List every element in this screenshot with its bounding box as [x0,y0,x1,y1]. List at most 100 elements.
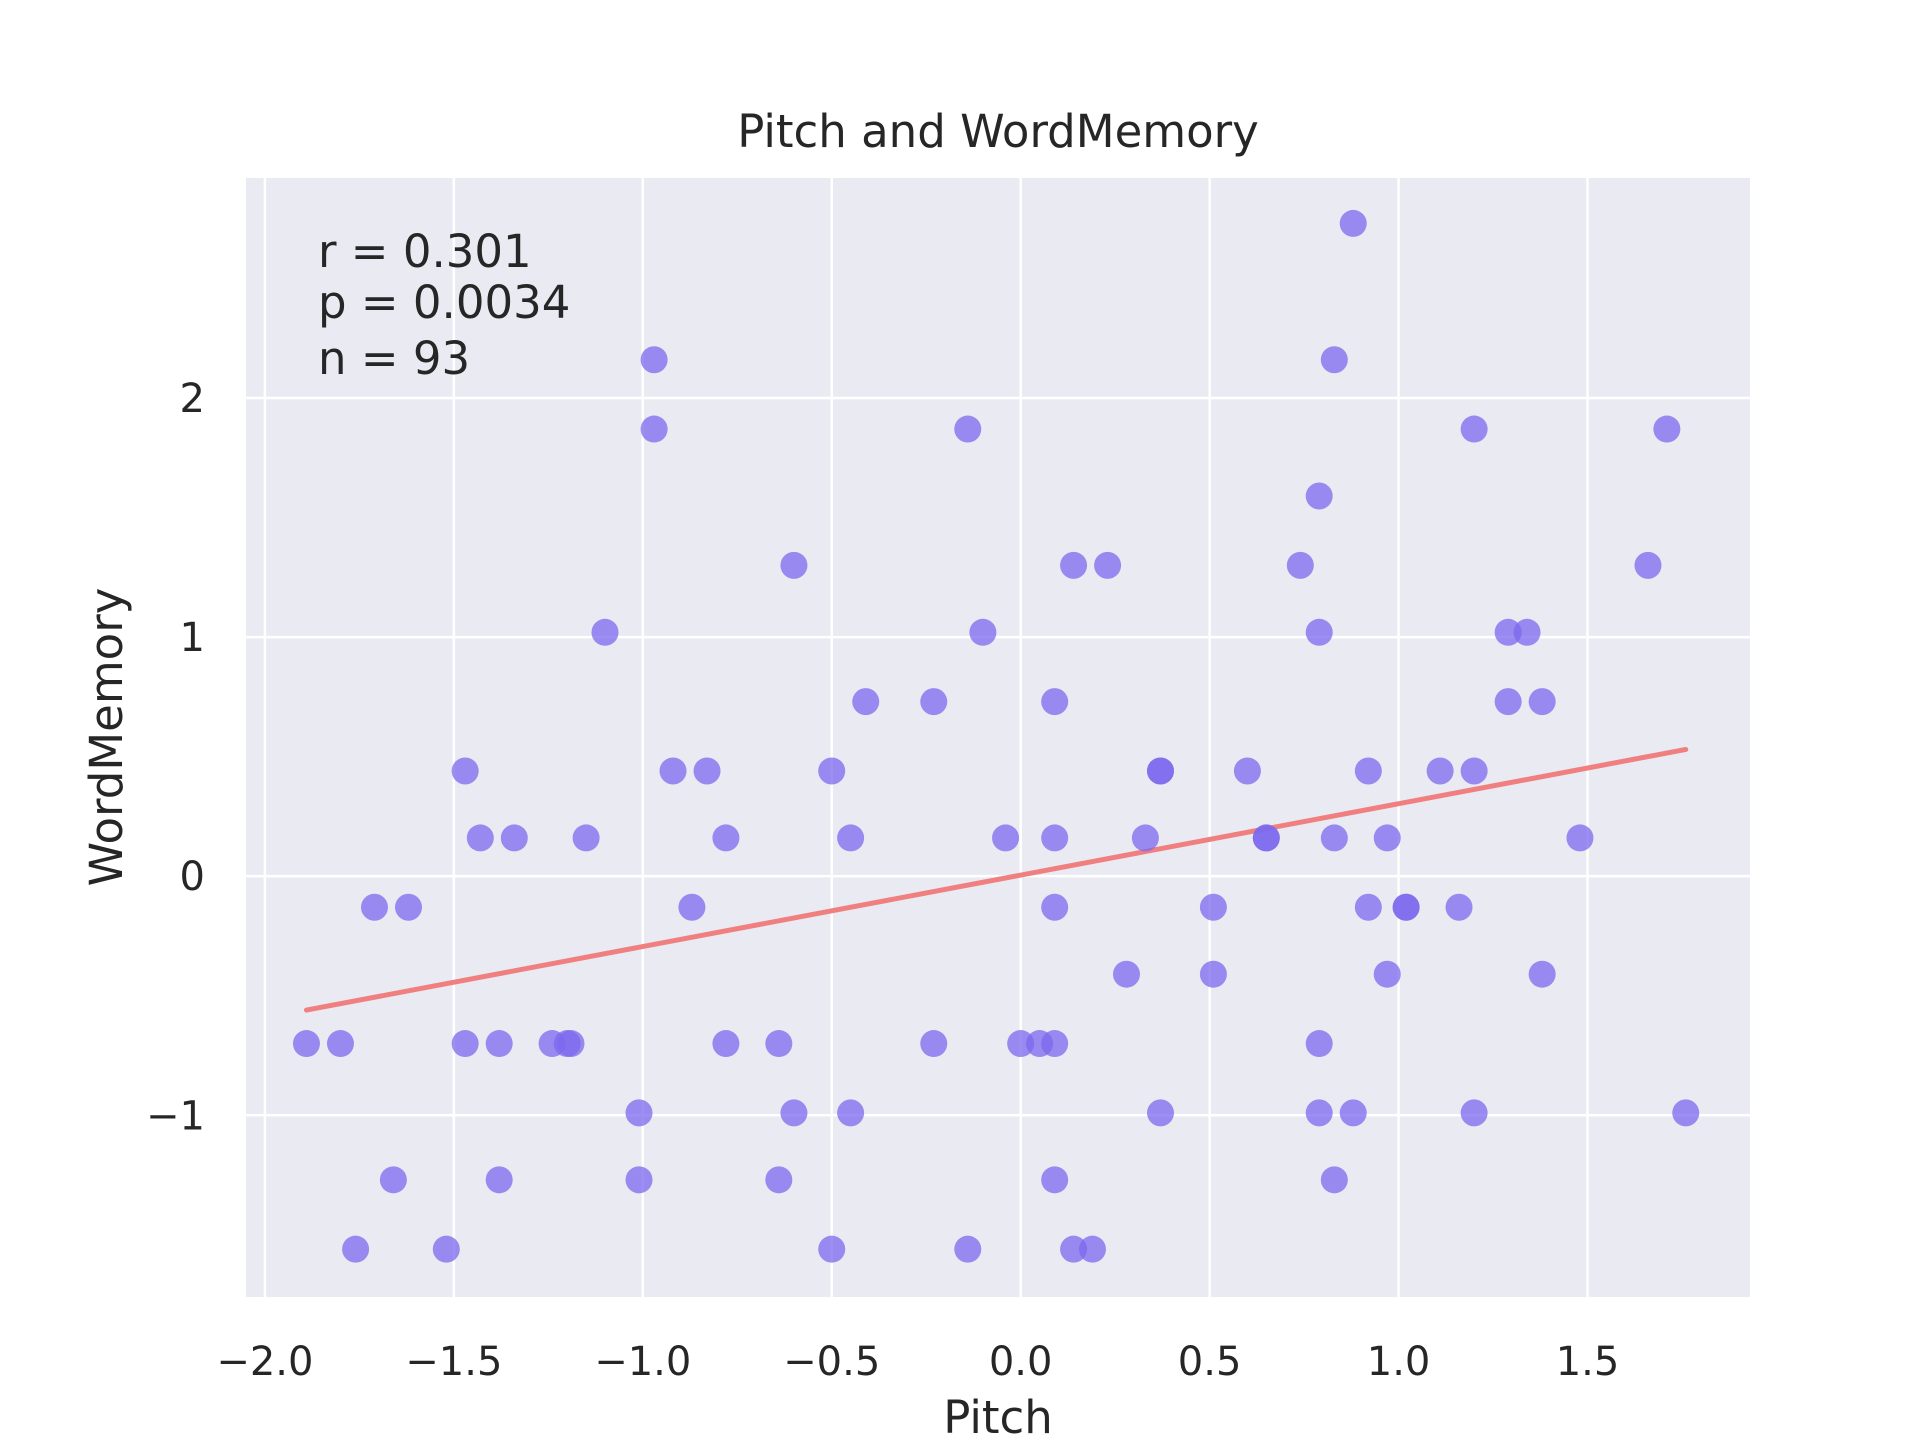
y-axis-label: WordMemory [80,588,133,887]
x-tick-label: 1.0 [1367,1339,1431,1385]
x-tick-label: 1.5 [1556,1339,1620,1385]
stat-r: r = 0.301 [318,225,532,278]
data-point [451,757,479,785]
x-tick-label: 0.0 [989,1339,1053,1385]
data-point [1460,757,1488,785]
data-point [625,1166,653,1194]
data-point [1460,1099,1488,1127]
data-point [1460,415,1488,443]
data-point [1494,618,1522,646]
data-point [712,824,740,852]
y-tick-label: −1 [146,1093,205,1139]
data-point [394,893,422,921]
data-point [640,346,668,374]
data-point [1252,824,1280,852]
data-point [1007,1030,1035,1058]
data-point [292,1030,320,1058]
x-tick-label: 0.5 [1178,1339,1242,1385]
data-points [292,209,1700,1263]
data-point [572,824,600,852]
data-point [1146,757,1174,785]
data-point [1041,1166,1069,1194]
data-point [969,618,997,646]
data-point [1146,1099,1174,1127]
data-point [837,1099,865,1127]
data-point [1305,482,1333,510]
data-point [1305,1030,1333,1058]
data-point [852,688,880,716]
x-tick-label: −1.5 [405,1339,502,1385]
data-point [818,1235,846,1263]
data-point [1112,960,1140,988]
data-point [1041,1030,1069,1058]
x-tick-labels: −2.0 −1.5 −1.0 −0.5 0.0 0.5 1.0 1.5 [216,1339,1619,1385]
data-point [1426,757,1454,785]
x-tick-label: −2.0 [216,1339,313,1385]
data-point [591,618,619,646]
data-point [640,415,668,443]
data-point [451,1030,479,1058]
data-point [1305,1099,1333,1127]
data-point [920,688,948,716]
data-point [659,757,687,785]
data-point [360,893,388,921]
data-point [765,1030,793,1058]
data-point [1131,824,1159,852]
data-point [1672,1099,1700,1127]
y-tick-label: 1 [180,615,205,661]
chart-title: Pitch and WordMemory [737,105,1259,158]
data-point [1041,824,1069,852]
y-tick-labels: −1 0 1 2 [146,376,205,1139]
data-point [1373,824,1401,852]
data-point [379,1166,407,1194]
data-point [326,1030,354,1058]
plot-background [246,178,1750,1297]
data-point [1233,757,1261,785]
data-point [1494,688,1522,716]
data-point [1286,551,1314,579]
data-point [1041,893,1069,921]
data-point [485,1030,513,1058]
data-point [780,1099,808,1127]
data-point [342,1235,370,1263]
stat-p: p = 0.0034 [318,276,570,329]
data-point [1078,1235,1106,1263]
data-point [500,824,528,852]
data-point [1060,551,1088,579]
data-point [1339,209,1367,237]
data-point [920,1030,948,1058]
data-point [693,757,721,785]
data-point [765,1166,793,1194]
data-point [1528,688,1556,716]
stat-n: n = 93 [318,332,470,385]
regression-line-group [303,746,1689,1013]
data-point [712,1030,740,1058]
y-tick-label: 0 [180,854,205,900]
data-point [678,893,706,921]
y-tick-label: 2 [180,376,205,422]
data-point [1513,618,1541,646]
data-point [1094,551,1122,579]
data-point [432,1235,460,1263]
data-point [1566,824,1594,852]
data-point [485,1166,513,1194]
data-point [1320,346,1348,374]
x-tick-label: −1.0 [594,1339,691,1385]
data-point [954,1235,982,1263]
data-point [625,1099,653,1127]
data-point [1634,551,1662,579]
data-point [1339,1099,1367,1127]
x-tick-label: −0.5 [783,1339,880,1385]
data-point [1305,618,1333,646]
data-point [780,551,808,579]
data-point [1354,893,1382,921]
data-point [1445,893,1473,921]
data-point [818,757,846,785]
data-point [1199,893,1227,921]
data-point [1354,757,1382,785]
data-point [992,824,1020,852]
data-point [837,824,865,852]
data-point [466,824,494,852]
data-point [1199,960,1227,988]
